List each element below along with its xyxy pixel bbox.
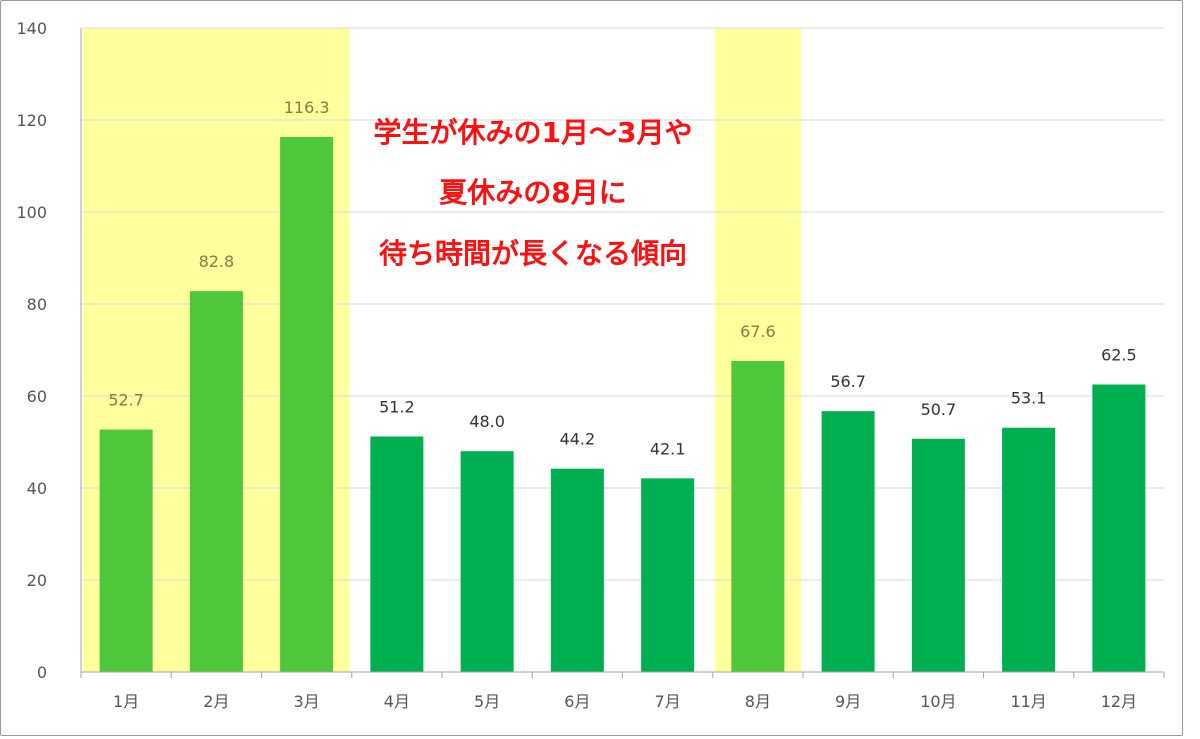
bar (189, 291, 243, 672)
annotation-line-3: 待ち時間が長くなる傾向 (379, 237, 687, 270)
bar (821, 411, 875, 672)
y-tick-label: 60 (27, 387, 47, 406)
bar-value-label: 53.1 (1011, 389, 1047, 408)
bar (641, 478, 695, 672)
bar-value-label: 116.3 (284, 98, 330, 117)
bar (550, 468, 604, 672)
gridlines (81, 27, 1164, 673)
annotation-line-2: 夏休みの8月に (439, 176, 626, 209)
y-tick-label: 40 (27, 479, 47, 498)
bar (99, 429, 153, 672)
x-tick-label: 4月 (384, 692, 410, 711)
x-tick-label: 11月 (1010, 692, 1046, 711)
bar-value-label: 52.7 (108, 391, 144, 410)
annotation-line-1: 学生が休みの1月～3月や (374, 116, 693, 149)
bar (1092, 384, 1146, 672)
bar (1002, 427, 1056, 672)
bar (731, 361, 785, 672)
x-tick-label: 10月 (920, 692, 956, 711)
bar-value-label: 48.0 (469, 412, 505, 431)
bar-value-label: 44.2 (560, 430, 596, 449)
annotation: 学生が休みの1月～3月や 夏休みの8月に 待ち時間が長くなる傾向 (374, 116, 693, 270)
x-tick-label: 1月 (113, 692, 139, 711)
y-tick-label: 20 (27, 571, 47, 590)
x-tick-label: 3月 (294, 692, 320, 711)
bar-value-label: 56.7 (830, 372, 866, 391)
bar (370, 436, 424, 672)
x-axis-tick-labels: 1月 2月 3月 4月 5月 6月 7月 8月 9月 10月 11月 12月 (113, 692, 1137, 711)
bar-value-label: 62.5 (1101, 346, 1137, 365)
bar-value-label: 82.8 (199, 252, 235, 271)
x-tick-label: 5月 (474, 692, 500, 711)
x-tick-label: 8月 (745, 692, 771, 711)
bar-value-label: 67.6 (740, 322, 776, 341)
bar-value-label: 51.2 (379, 397, 415, 416)
y-tick-label: 0 (37, 663, 47, 682)
y-axis-tick-labels: 0 20 40 60 80 100 120 140 (16, 19, 47, 682)
bar (280, 137, 334, 672)
bar (911, 438, 965, 672)
y-tick-label: 140 (16, 19, 47, 38)
bar (460, 451, 514, 672)
x-tick-label: 2月 (203, 692, 229, 711)
x-tick-label: 7月 (655, 692, 681, 711)
y-tick-label: 120 (16, 111, 47, 130)
x-tick-label: 9月 (835, 692, 861, 711)
x-tick-label: 12月 (1101, 692, 1137, 711)
y-tick-label: 80 (27, 295, 47, 314)
bar-value-label: 50.7 (921, 400, 957, 419)
bar-value-labels: 52.7 82.8 116.3 51.2 48.0 44.2 42.1 67.6 56.7 50.… (108, 98, 1136, 458)
bar-value-label: 42.1 (650, 439, 686, 458)
axes (80, 28, 1165, 678)
y-tick-label: 100 (16, 203, 47, 222)
x-tick-label: 6月 (564, 692, 590, 711)
bars (99, 137, 1146, 672)
